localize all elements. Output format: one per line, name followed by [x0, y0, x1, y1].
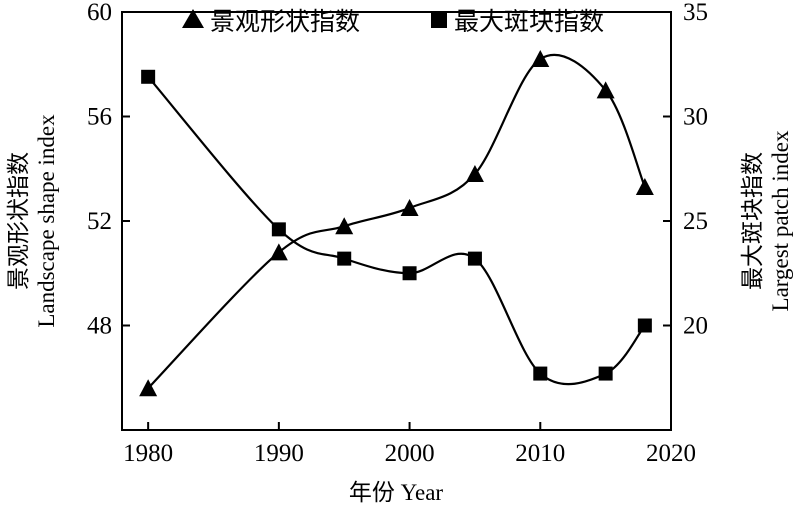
x-tick-label: 1990 [254, 440, 304, 467]
right-y-tick-label: 25 [683, 208, 708, 235]
legend-square-marker [431, 12, 447, 28]
legend-label-shape-index: 景观形状指数 [210, 8, 360, 36]
left-y-tick-label: 60 [87, 0, 112, 26]
series-line-patch-index [147, 76, 646, 386]
triangle-data-point [139, 379, 158, 397]
left-axis-title-en: Landscape shape index [34, 114, 59, 328]
right-y-tick-label: 35 [683, 0, 708, 26]
x-tick-label: 1980 [123, 440, 173, 467]
legend-triangle-marker [182, 9, 204, 28]
triangle-data-point [269, 243, 288, 261]
square-data-point [271, 222, 286, 237]
x-tick-label: 2020 [646, 440, 696, 467]
right-y-tick-label: 20 [683, 313, 708, 340]
right-axis-title: 最大斑块指数 Largest patch index [740, 130, 793, 311]
series-line-shape-index [147, 53, 646, 389]
series-layer [139, 50, 654, 397]
square-data-point [598, 366, 613, 381]
left-axis-title-cn: 景观形状指数 [6, 152, 31, 290]
right-axis-title-en: Largest patch index [768, 130, 793, 311]
triangle-data-point [335, 217, 354, 235]
square-data-point [402, 266, 417, 281]
right-y-tick-label: 30 [683, 104, 708, 131]
triangle-data-point [465, 164, 484, 182]
square-data-point [533, 366, 548, 381]
right-axis-title-cn: 最大斑块指数 [740, 152, 765, 290]
left-y-tick-label: 48 [87, 313, 112, 340]
legend-label-patch-index: 最大斑块指数 [454, 8, 604, 36]
left-y-tick-label: 56 [87, 104, 112, 131]
x-axis-title: 年份 Year [349, 480, 443, 505]
triangle-data-point [400, 198, 419, 216]
left-axis-title: 景观形状指数 Landscape shape index [6, 114, 59, 328]
square-data-point [141, 69, 156, 84]
square-data-point [467, 251, 482, 266]
legend: 景观形状指数 最大斑块指数 [182, 8, 604, 36]
triangle-data-point [531, 50, 550, 68]
plot-frame [121, 11, 672, 431]
square-data-point [637, 318, 652, 333]
ticks-layer: 1980 1990 2000 2010 2020 48 52 56 60 20 25 30 35 [87, 0, 708, 467]
triangle-data-point [596, 81, 615, 99]
triangle-data-point [635, 178, 654, 196]
left-y-tick-label: 52 [87, 208, 112, 235]
x-tick-label: 2010 [515, 440, 565, 467]
square-data-point [337, 251, 352, 266]
x-tick-label: 2000 [385, 440, 435, 467]
